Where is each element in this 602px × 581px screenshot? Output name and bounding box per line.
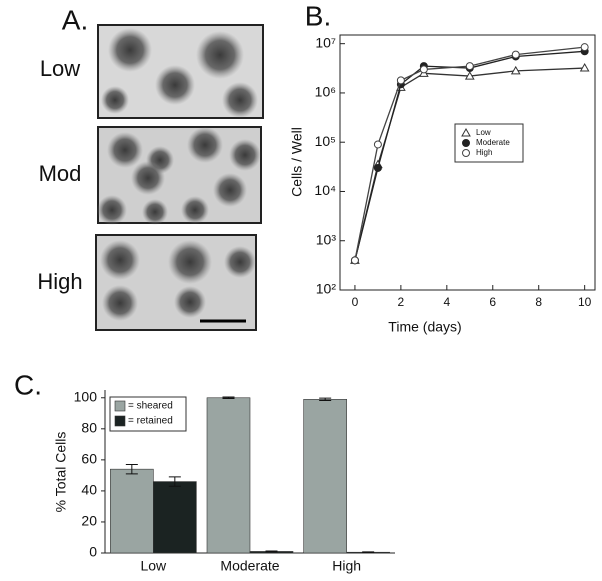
panel-label: B. [305,0,331,31]
x-tick-label: Moderate [220,558,279,574]
panel-label: A. [62,4,88,35]
y-tick-label: 100 [74,388,98,404]
marker [373,140,382,149]
bar [206,397,251,554]
bar [303,399,347,554]
legend-label: Moderate [476,138,510,147]
series-line [354,67,585,261]
error-bar [168,476,181,487]
bar [153,481,197,554]
marker [350,256,359,265]
marker [511,50,520,59]
error-bar [265,550,278,553]
y-tick-label: 40 [81,482,97,498]
x-tick-label: 6 [489,295,496,309]
marker [461,127,471,137]
plot-frame [339,34,596,291]
marker [419,65,428,74]
marker [462,139,470,147]
legend-label: High [476,148,492,157]
x-tick-label: 0 [352,295,359,309]
legend-label: = sheared [128,401,173,412]
y-tick-label: 10³ [316,231,337,247]
error-whisker [362,551,375,554]
panel-label: C. [14,369,42,400]
micrograph-mod [97,126,262,225]
y-tick-label: 10⁶ [315,84,336,100]
error-whisker [125,464,138,475]
legend-label: = retained [128,416,173,427]
y-tick-label: 80 [81,420,97,436]
y-tick-label: 20 [81,513,97,529]
legend-swatch [114,400,126,412]
marker [510,65,521,75]
x-axis-title: Time (days) [388,319,461,335]
marker [462,149,470,157]
marker [579,63,590,72]
micrograph-high [95,234,257,331]
error-bar [222,396,235,400]
error-whisker [319,397,332,402]
y-tick-label: 10⁵ [315,133,336,149]
marker [464,71,475,80]
marker [580,43,589,52]
image-label: Mod [39,161,82,186]
y-tick-label: 0 [89,544,97,560]
marker [396,76,405,85]
y-tick-label: 60 [81,451,97,467]
x-tick-label: Low [140,558,167,574]
x-tick-label: High [332,558,361,574]
x-tick-label: 8 [535,295,542,309]
bar [110,468,154,554]
y-tick-label: 10⁴ [314,182,336,198]
micrograph-low [97,24,264,119]
error-bar [362,551,375,554]
legend-label: Low [476,128,491,137]
error-bar [125,464,138,475]
x-tick-label: 10 [578,295,592,309]
image-label: High [37,269,82,294]
y-tick-label: 10⁷ [315,34,336,50]
error-whisker [265,550,278,553]
marker [465,62,474,71]
legend-swatch [114,415,126,427]
marker [373,163,382,172]
x-tick-label: 4 [443,295,450,309]
error-bar [319,397,332,402]
error-whisker [168,476,181,487]
image-label: Low [40,56,80,81]
y-axis-title: % Total Cells [53,432,69,513]
x-tick-label: 2 [398,295,405,309]
y-tick-label: 10² [316,281,337,297]
y-axis-title: Cells / Well [289,127,305,197]
error-whisker [222,396,235,400]
